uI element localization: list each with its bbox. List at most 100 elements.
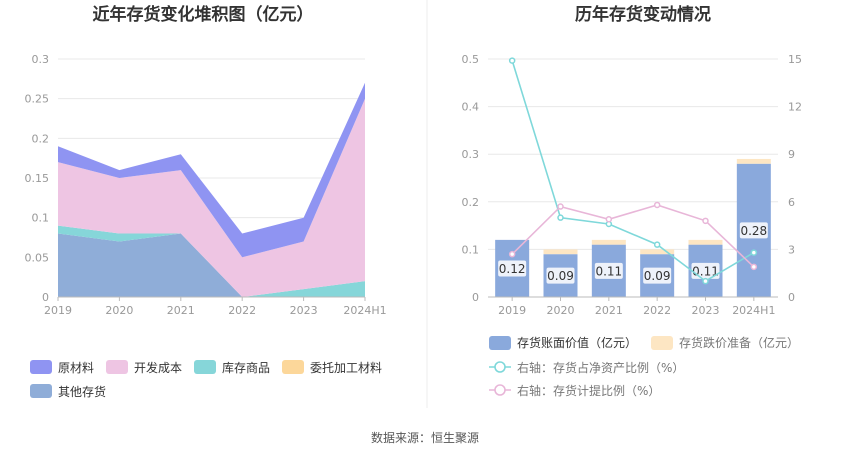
right-x-tick-label: 2024H1 (732, 304, 775, 317)
right-x-tick-label: 2020 (547, 304, 575, 317)
line-point (508, 250, 516, 258)
left-x-tick-label: 2022 (228, 304, 256, 317)
line-point (702, 217, 709, 225)
bar-label-bg (643, 267, 672, 284)
legend-label: 右轴：存货占净资产比例（%） (517, 360, 684, 375)
right-x-tick-label: 2021 (595, 304, 623, 317)
right-right-y-tick-label: 12 (788, 101, 802, 114)
left-chart-axis: 2019 2020 2021 2022 2023 2024H1 (44, 296, 387, 317)
legend-marker (494, 361, 506, 373)
right-right-y-tick-label: 3 (788, 243, 795, 256)
legend-label: 库存商品 (222, 360, 270, 375)
right-left-y-tick-label: 0.2 (462, 196, 480, 209)
line-point (653, 241, 661, 248)
right-left-y-tick-label: 0.3 (462, 148, 480, 161)
right-left-y-tick-label: 0 (472, 291, 479, 304)
legend-label: 其他存货 (58, 384, 106, 399)
left-y-tick-label: 0.2 (32, 132, 50, 145)
right-chart-title: 历年存货变动情况 (575, 4, 711, 25)
bar-impairment (736, 158, 771, 164)
right-legend-item[interactable]: 右轴：存货计提比例（%） (489, 383, 660, 398)
legend-swatch (489, 336, 511, 350)
right-right-y-tick-label: 6 (788, 196, 795, 209)
legend-label: 原材料 (58, 361, 94, 375)
legend-label: 委托加工材料 (310, 361, 382, 375)
data-source-note: 数据来源：恒生聚源 (371, 430, 479, 445)
left-y-tick-label: 0.1 (32, 212, 50, 225)
left-x-tick-label: 2019 (44, 304, 72, 317)
bar-label-bg (739, 222, 768, 239)
left-y-tick-label: 0.25 (25, 93, 50, 106)
right-chart-lines (508, 57, 758, 285)
left-x-tick-label: 2020 (105, 304, 133, 317)
line-point (702, 277, 709, 285)
line-point (508, 57, 516, 64)
left-y-tick-label: 0.3 (32, 53, 50, 66)
line-series-1 (511, 204, 755, 268)
right-legend-item[interactable]: 右轴：存货占净资产比例（%） (489, 360, 684, 375)
legend-swatch (106, 360, 128, 374)
area-series-3 (58, 98, 365, 297)
left-legend-item[interactable]: 其他存货 (30, 384, 106, 399)
right-chart-legend: 存货账面价值（亿元） 存货跌价准备（亿元） 右轴：存货占净资产比例（%） 右轴：存货计… (489, 335, 799, 398)
legend-swatch (194, 360, 216, 374)
right-chart-grid: 0 0.1 0.2 0.3 0.4 0.5 0 3 6 9 12 15 (462, 53, 803, 304)
right-legend-item[interactable]: 存货账面价值（亿元） (489, 335, 637, 350)
legend-label: 存货账面价值（亿元） (517, 335, 637, 350)
bar-value-label: 0.09 (644, 269, 671, 283)
bar-label-bg (594, 262, 623, 279)
bar-impairment (591, 239, 626, 245)
bar-impairment (688, 239, 723, 245)
legend-marker (494, 384, 506, 396)
legend-swatch (30, 384, 52, 398)
line-point (653, 201, 661, 209)
left-y-tick-label: 0 (42, 291, 49, 304)
right-right-y-tick-label: 15 (788, 53, 802, 66)
line-point (557, 203, 564, 210)
line-point (605, 216, 613, 223)
left-y-tick-label: 0.05 (25, 251, 50, 264)
bar-impairment (543, 249, 578, 255)
bar-value-label: 0.12 (499, 262, 526, 276)
bar-impairment (640, 249, 675, 255)
right-left-y-tick-label: 0.1 (462, 243, 480, 256)
left-legend-item[interactable]: 库存商品 (194, 360, 270, 375)
bar-label-bg (546, 267, 575, 284)
bar-value-label: 0.11 (595, 264, 622, 278)
bar-value-label: 0.09 (547, 269, 574, 283)
bar-label-bg (498, 260, 527, 277)
legend-swatch (651, 336, 673, 350)
left-chart-areas (58, 82, 365, 297)
left-chart-title: 近年存货变化堆积图（亿元） (93, 4, 314, 25)
right-right-y-tick-label: 9 (788, 148, 795, 161)
legend-label: 开发成本 (134, 360, 182, 375)
area-series-2 (58, 225, 365, 297)
left-x-tick-label: 2023 (290, 304, 318, 317)
left-legend-item[interactable]: 原材料 (30, 360, 94, 375)
left-legend-item[interactable]: 委托加工材料 (282, 360, 382, 375)
right-left-y-tick-label: 0.4 (462, 101, 480, 114)
right-legend-item[interactable]: 存货跌价准备（亿元） (651, 335, 799, 350)
right-x-tick-label: 2019 (498, 304, 526, 317)
right-left-y-tick-label: 0.5 (462, 53, 480, 66)
bar-value-label: 0.28 (740, 224, 767, 238)
left-legend-item[interactable]: 开发成本 (106, 360, 182, 375)
legend-swatch (282, 360, 304, 374)
right-right-y-tick-label: 0 (788, 291, 795, 304)
legend-swatch (30, 360, 52, 374)
legend-label: 存货跌价准备（亿元） (679, 335, 799, 350)
line-point (750, 249, 758, 256)
right-chart-bars: 0.12 0.09 0.11 0.09 0.11 0.28 (495, 158, 771, 297)
line-point (750, 263, 758, 271)
line-point (557, 214, 564, 221)
right-x-tick-label: 2022 (643, 304, 671, 317)
right-chart-axis: 2019 2020 2021 2022 2023 2024H1 (488, 296, 778, 317)
right-x-tick-label: 2023 (692, 304, 720, 317)
legend-label: 右轴：存货计提比例（%） (517, 383, 660, 398)
line-series-0 (511, 60, 755, 283)
left-x-tick-label: 2024H1 (343, 304, 386, 317)
bar-value-label: 0.11 (692, 264, 719, 278)
left-y-tick-label: 0.15 (25, 172, 50, 185)
